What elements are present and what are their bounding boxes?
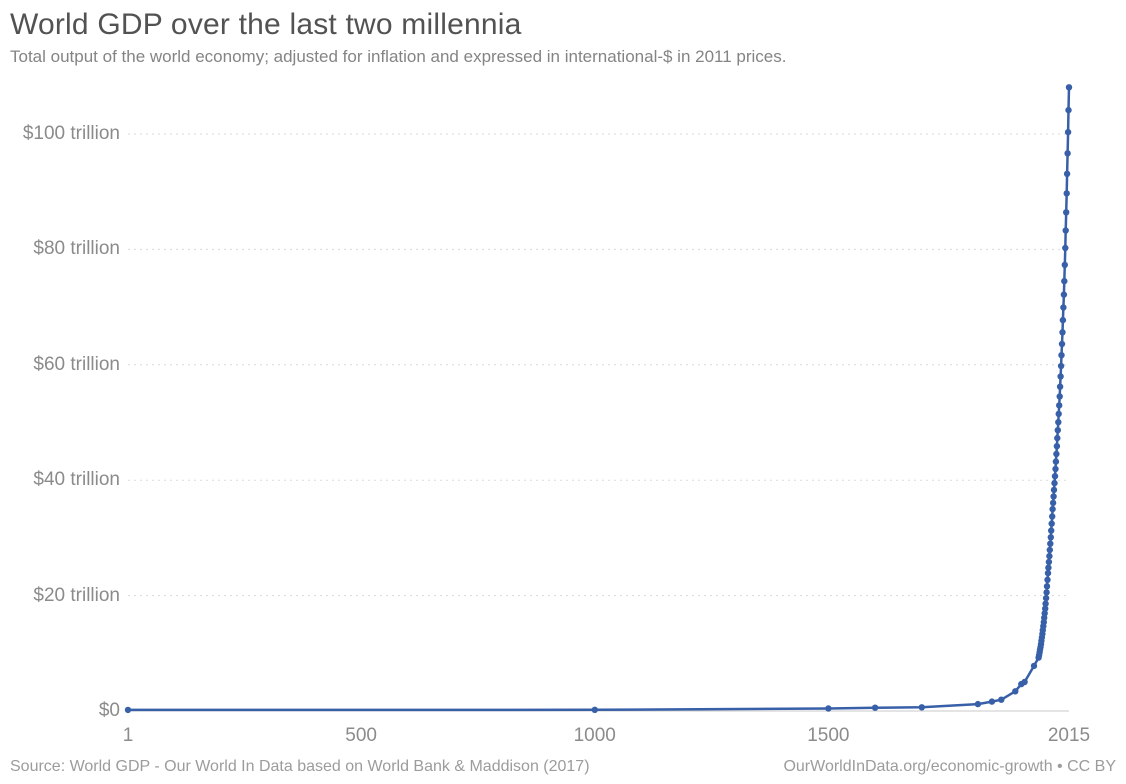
data-point-marker <box>1043 589 1050 596</box>
data-point-marker <box>1052 458 1060 465</box>
data-point-marker <box>1064 150 1071 157</box>
data-point-marker <box>918 704 925 711</box>
data-point-marker <box>974 700 982 708</box>
data-point-marker <box>1046 546 1054 554</box>
data-point-marker <box>1049 505 1056 513</box>
data-point-marker <box>591 706 598 713</box>
data-point-marker <box>1062 227 1069 234</box>
data-point-marker <box>1049 513 1056 520</box>
data-point-marker <box>1021 678 1028 686</box>
chart-title: World GDP over the last two millennia <box>10 8 522 41</box>
data-point-marker <box>1050 493 1057 500</box>
data-point-marker <box>1065 106 1072 114</box>
data-point-marker <box>1055 419 1062 426</box>
data-point-marker <box>1042 600 1049 607</box>
data-point-marker <box>1044 569 1052 577</box>
data-point-marker <box>1057 373 1064 380</box>
data-point-marker <box>1056 383 1064 390</box>
data-point-marker <box>825 705 832 712</box>
data-point-marker <box>1051 473 1059 480</box>
data-point-marker <box>1061 261 1069 269</box>
data-point-marker <box>1048 527 1055 534</box>
data-point-marker <box>871 704 879 711</box>
data-point-marker <box>1047 534 1055 541</box>
data-point-marker <box>1012 688 1019 695</box>
data-point-marker <box>1048 520 1055 527</box>
data-point-marker <box>988 698 996 705</box>
data-point-marker <box>1043 583 1051 590</box>
data-point-marker <box>1063 209 1070 216</box>
data-point-marker <box>124 706 132 714</box>
data-point-marker <box>1054 427 1062 434</box>
data-point-marker <box>1050 486 1058 494</box>
data-point-marker <box>1056 402 1063 409</box>
data-point-marker <box>1053 443 1061 450</box>
data-point-marker <box>1058 352 1065 359</box>
data-point-marker <box>1060 291 1068 298</box>
chart-subtitle: Total output of the world economy; adjus… <box>10 47 787 66</box>
data-point-marker <box>1030 662 1038 670</box>
data-point-marker <box>1055 410 1062 418</box>
data-point-marker <box>1065 84 1073 91</box>
data-point-marker <box>1063 190 1070 197</box>
data-point-marker <box>1058 340 1066 348</box>
data-point-marker <box>1064 128 1072 136</box>
data-point-marker <box>1041 610 1048 617</box>
data-point-marker <box>1044 576 1051 583</box>
chart-footer: Source: World GDP - Our World In Data ba… <box>10 758 1116 776</box>
data-point-marker <box>1057 362 1065 370</box>
data-point-marker <box>1042 605 1049 612</box>
data-point-marker <box>1063 170 1071 177</box>
data-point-marker <box>1056 393 1063 400</box>
data-point-marker <box>1051 479 1058 487</box>
gdp-line-series <box>126 86 1071 712</box>
source-note: Source: World GDP - Our World In Data ba… <box>10 758 590 775</box>
data-point-marker <box>1053 450 1060 458</box>
data-point-marker <box>1042 594 1050 602</box>
data-point-marker <box>1047 540 1054 547</box>
data-point-marker <box>1060 304 1067 311</box>
data-point-marker <box>1062 244 1069 252</box>
data-point-marker <box>998 696 1005 703</box>
data-point-marker <box>1054 434 1061 442</box>
data-point-marker <box>1061 277 1068 285</box>
data-point-marker <box>1045 558 1053 566</box>
data-point-marker <box>1052 465 1059 473</box>
data-point-marker <box>1049 499 1057 507</box>
data-point-marker <box>1059 316 1067 324</box>
data-point-marker <box>1059 329 1066 336</box>
attribution-note: OurWorldInData.org/economic-growth • CC … <box>783 758 1116 775</box>
data-point-marker <box>1045 564 1052 571</box>
data-point-marker <box>1046 552 1053 560</box>
